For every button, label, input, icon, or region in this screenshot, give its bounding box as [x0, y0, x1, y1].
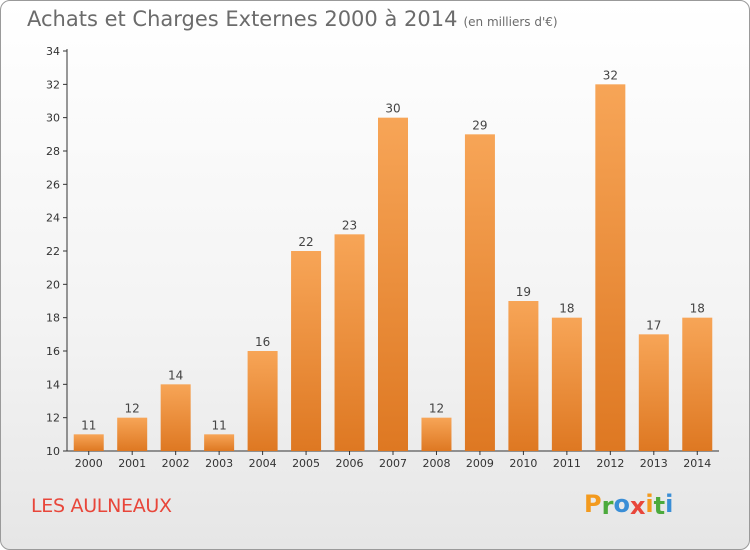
x-tick-label: 2011	[553, 457, 581, 470]
data-label: 19	[516, 285, 531, 299]
bar	[595, 84, 626, 451]
logo-letter: P	[584, 490, 602, 518]
x-tick-label: 2000	[75, 457, 103, 470]
data-label: 30	[385, 102, 400, 116]
data-label: 22	[298, 235, 313, 249]
bar	[682, 317, 713, 451]
x-tick-label: 2006	[336, 457, 364, 470]
x-tick-label: 2014	[683, 457, 711, 470]
bar	[73, 434, 104, 451]
x-tick-label: 2012	[596, 457, 624, 470]
bar	[378, 117, 408, 452]
y-tick-label: 30	[46, 112, 60, 125]
data-label: 32	[603, 68, 618, 82]
data-label: 11	[211, 418, 226, 432]
y-tick-label: 14	[46, 378, 60, 391]
bar	[160, 384, 191, 451]
logo-letter: i	[645, 490, 654, 518]
bar	[551, 317, 582, 451]
chart-title-text: Achats et Charges Externes 2000 à 2014	[27, 7, 458, 31]
commune-name: LES AULNEAUX	[31, 495, 172, 517]
data-label: 16	[255, 335, 270, 349]
chart-title: Achats et Charges Externes 2000 à 2014 (e…	[27, 7, 558, 31]
chart-unit: (en milliers d'€)	[463, 15, 558, 29]
y-tick-label: 32	[46, 78, 60, 91]
data-label: 23	[342, 218, 357, 232]
x-tick-label: 2001	[118, 457, 146, 470]
bar	[334, 234, 365, 451]
chart-axes: 10 12 14 16 18 20 22 24 26 28 30 32 34 2000 2001 2002 20…	[46, 45, 719, 470]
bar	[508, 301, 539, 451]
y-tick-label: 10	[46, 445, 60, 458]
x-tick-label: 2007	[379, 457, 407, 470]
bar	[464, 134, 495, 452]
data-label: 14	[168, 368, 183, 382]
logo-letter: i	[665, 490, 674, 518]
y-tick-label: 28	[46, 145, 60, 158]
x-tick-label: 2010	[509, 457, 537, 470]
data-label: 12	[429, 402, 444, 416]
data-label: 11	[81, 418, 96, 432]
chart-bars	[73, 84, 713, 452]
x-tick-label: 2002	[162, 457, 190, 470]
x-tick-label: 2009	[466, 457, 494, 470]
y-tick-label: 22	[46, 245, 60, 258]
chart-labels: 11 12 14 11 16 22 23 30 12 29 19 18 32 17 18	[81, 68, 705, 432]
proxiti-logo[interactable]: Proxiti	[584, 490, 674, 520]
bar	[421, 417, 452, 451]
data-label: 12	[125, 402, 140, 416]
x-tick-label: 2005	[292, 457, 320, 470]
y-tick-label: 26	[46, 178, 60, 191]
y-tick-label: 16	[46, 345, 60, 358]
x-tick-label: 2003	[205, 457, 233, 470]
data-label: 29	[472, 118, 487, 132]
x-tick-label: 2004	[249, 457, 277, 470]
logo-letter: o	[613, 490, 630, 518]
y-tick-label: 24	[46, 212, 60, 225]
bar	[638, 334, 669, 451]
x-tick-label: 2008	[422, 457, 450, 470]
logo-letter: x	[629, 492, 646, 520]
bar	[204, 434, 235, 451]
logo-letter: r	[601, 492, 614, 520]
y-tick-label: 34	[46, 45, 60, 58]
data-label: 17	[646, 318, 661, 332]
y-tick-label: 12	[46, 412, 60, 425]
y-tick-label: 18	[46, 312, 60, 325]
x-tick-label: 2013	[640, 457, 668, 470]
data-label: 18	[559, 302, 574, 316]
y-tick-label: 20	[46, 278, 60, 291]
bar	[117, 417, 148, 451]
bar	[247, 351, 278, 451]
data-label: 18	[690, 302, 705, 316]
logo-letter: t	[653, 492, 666, 520]
bar	[291, 251, 322, 451]
